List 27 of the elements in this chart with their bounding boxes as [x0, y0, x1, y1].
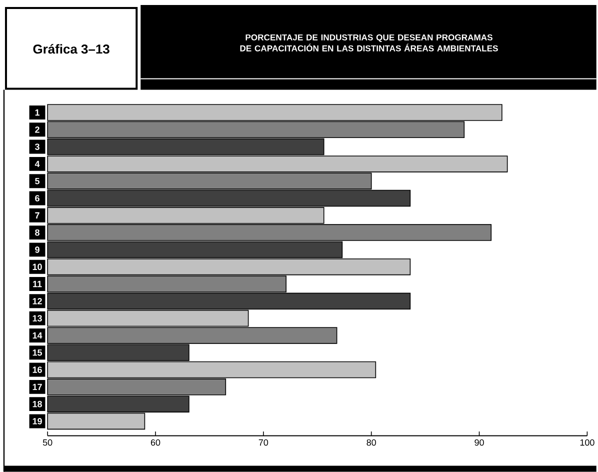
y-tick-label: 9: [35, 246, 40, 253]
y-tick-label: 8: [35, 229, 40, 236]
y-tick-label: 13: [32, 314, 42, 322]
x-tick-label: 60: [150, 439, 160, 446]
y-tick-label: 12: [32, 298, 42, 304]
y-tick-label: 14: [32, 332, 42, 338]
chart-title: PORCENTAJE DE INDUSTRIAS QUE DESEAN PROGRAMAS DE CAPACITACIÓN EN LAS DISTINTAS ÁREAS AMBIENTALES: [240, 34, 498, 52]
y-tick-label: 7: [35, 212, 40, 218]
x-tick-label: 70: [258, 439, 268, 446]
x-tick-label: 100: [580, 439, 594, 446]
y-tick-label: 1: [35, 109, 40, 116]
y-tick-label: 5: [35, 178, 40, 184]
y-tick-label: 2: [35, 126, 40, 133]
y-tick-label: 18: [32, 400, 42, 408]
y-tick-label: 17: [32, 384, 42, 390]
chart-subtitle: Gráfica 3–13: [33, 44, 110, 54]
y-tick-label: 19: [32, 418, 42, 424]
y-tick-label: 10: [32, 264, 42, 270]
y-tick-label: 11: [33, 280, 42, 287]
y-tick-label: 15: [32, 349, 42, 356]
y-tick-label: 4: [34, 160, 40, 167]
x-tick-label: 90: [474, 439, 484, 446]
y-tick-label: 16: [32, 366, 42, 373]
y-tick-label: 6: [35, 194, 40, 202]
x-tick-label: 80: [366, 439, 376, 446]
x-tick-label: 50: [42, 439, 52, 446]
y-tick-label: 3: [34, 143, 40, 150]
